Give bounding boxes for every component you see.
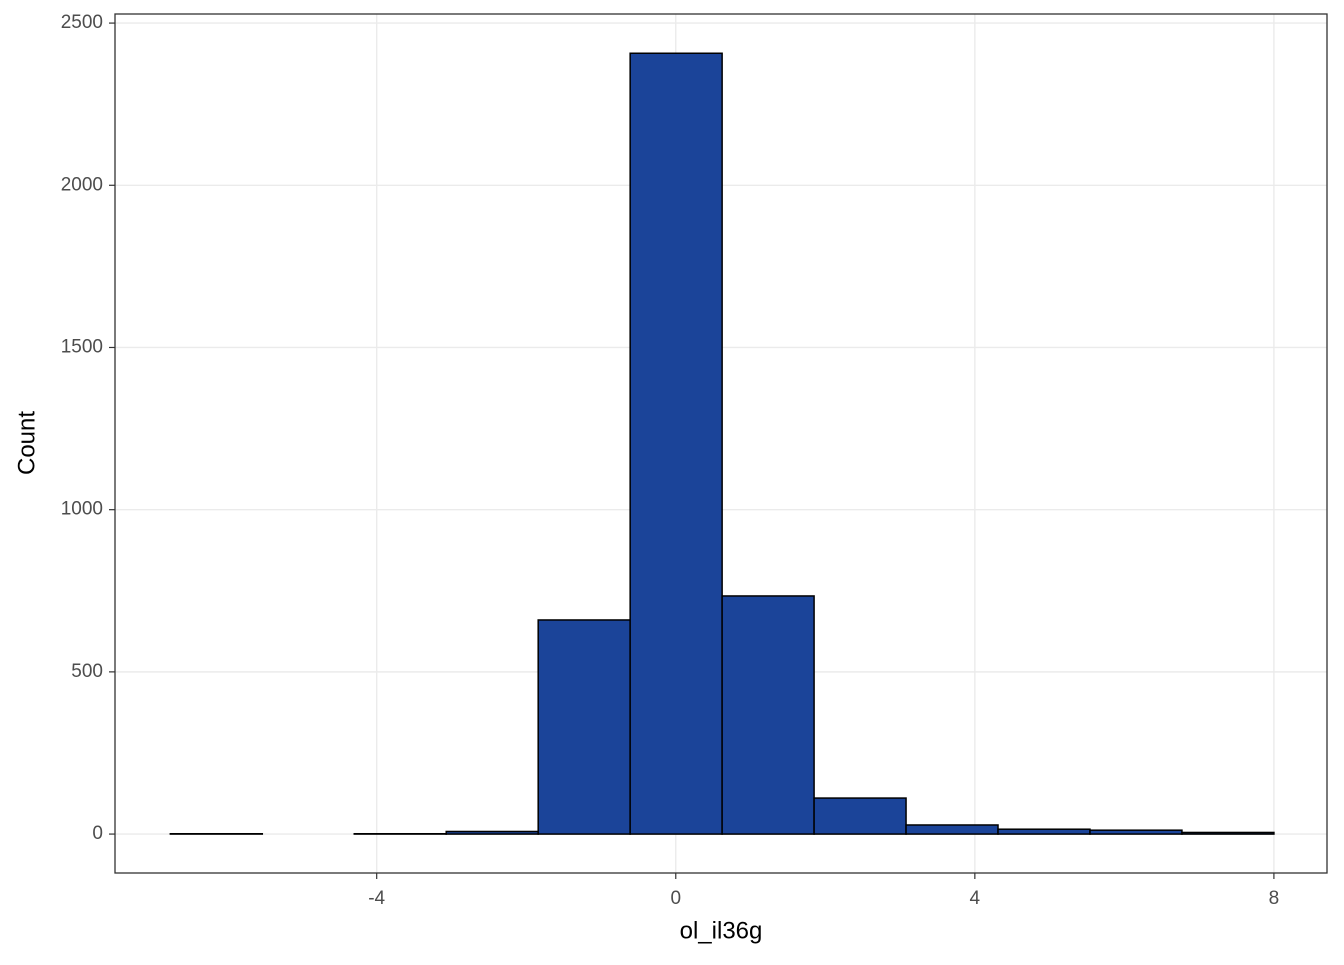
bar bbox=[446, 831, 538, 834]
y-axis-title: Count bbox=[13, 411, 40, 475]
y-tick-label: 2500 bbox=[61, 12, 103, 33]
y-tick-label: 1500 bbox=[61, 336, 103, 357]
x-axis-title: ol_il36g bbox=[680, 917, 763, 944]
y-tick-label: 2000 bbox=[61, 174, 103, 195]
bar bbox=[1182, 832, 1274, 834]
y-tick-label: 0 bbox=[92, 823, 103, 844]
x-tick-label: 0 bbox=[670, 888, 681, 909]
x-tick-label: -4 bbox=[368, 888, 385, 909]
bar bbox=[998, 829, 1090, 834]
bar bbox=[722, 596, 814, 834]
y-tick-label: 500 bbox=[71, 661, 103, 682]
x-tick-label: 8 bbox=[1269, 888, 1280, 909]
x-tick-label: 4 bbox=[970, 888, 981, 909]
bar bbox=[630, 53, 722, 834]
bar bbox=[1090, 830, 1182, 834]
bar bbox=[538, 620, 630, 834]
bar bbox=[906, 825, 998, 834]
y-tick-label: 1000 bbox=[61, 499, 103, 520]
bar bbox=[814, 798, 906, 834]
